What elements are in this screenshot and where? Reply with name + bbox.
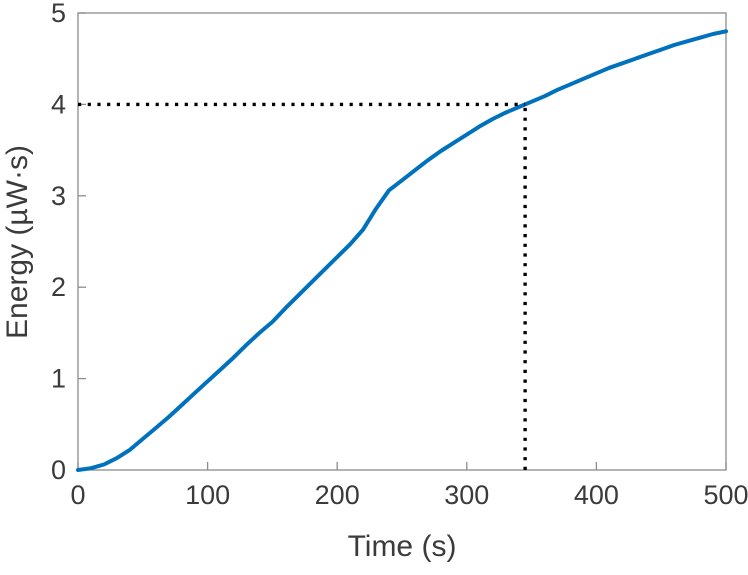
annotation-crosshair bbox=[78, 102, 527, 470]
series-line-cumulative-energy bbox=[76, 29, 728, 472]
y-tick-label: 3 bbox=[51, 181, 66, 211]
plot-border bbox=[77, 12, 727, 471]
y-tick-label: 2 bbox=[51, 272, 66, 302]
axis-tick-labels: 0 100 200 300 400 500 0 1 2 3 4 5 bbox=[51, 0, 748, 510]
x-tick-label: 0 bbox=[70, 480, 85, 510]
x-axis-label: Time (s) bbox=[348, 530, 457, 563]
x-tick-label: 100 bbox=[185, 480, 230, 510]
axis-ticks bbox=[77, 12, 727, 471]
y-axis-label: Energy (µW·s) bbox=[1, 145, 34, 339]
y-tick-label: 5 bbox=[51, 0, 66, 28]
y-tick-label: 4 bbox=[51, 89, 66, 119]
x-tick-label: 200 bbox=[315, 480, 360, 510]
y-tick-label: 1 bbox=[51, 364, 66, 394]
y-tick-label: 0 bbox=[51, 455, 66, 485]
x-tick-label: 400 bbox=[574, 480, 619, 510]
x-tick-label: 300 bbox=[444, 480, 489, 510]
data-series bbox=[76, 29, 728, 472]
x-tick-label: 500 bbox=[703, 480, 748, 510]
